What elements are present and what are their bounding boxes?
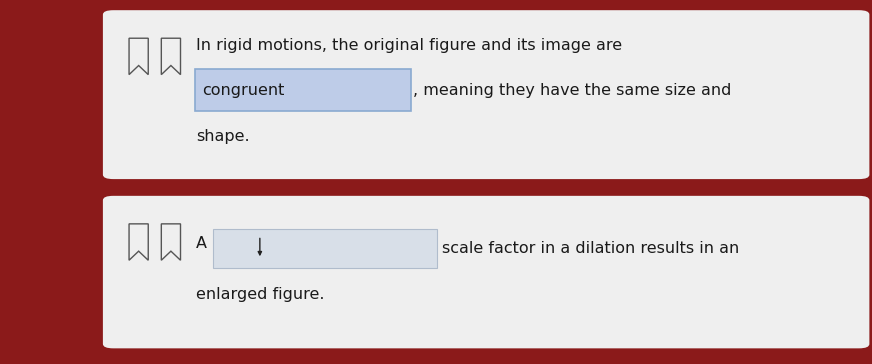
Text: , meaning they have the same size and: , meaning they have the same size and xyxy=(413,83,732,98)
FancyBboxPatch shape xyxy=(195,69,411,111)
Text: shape.: shape. xyxy=(196,129,249,144)
Text: In rigid motions, the original figure and its image are: In rigid motions, the original figure an… xyxy=(196,38,623,53)
Text: congruent: congruent xyxy=(202,83,284,98)
Text: A: A xyxy=(196,236,208,252)
FancyBboxPatch shape xyxy=(103,10,869,179)
Text: scale factor in a dilation results in an: scale factor in a dilation results in an xyxy=(442,241,739,256)
FancyBboxPatch shape xyxy=(103,196,869,348)
Text: enlarged figure.: enlarged figure. xyxy=(196,287,324,302)
FancyBboxPatch shape xyxy=(213,229,437,268)
